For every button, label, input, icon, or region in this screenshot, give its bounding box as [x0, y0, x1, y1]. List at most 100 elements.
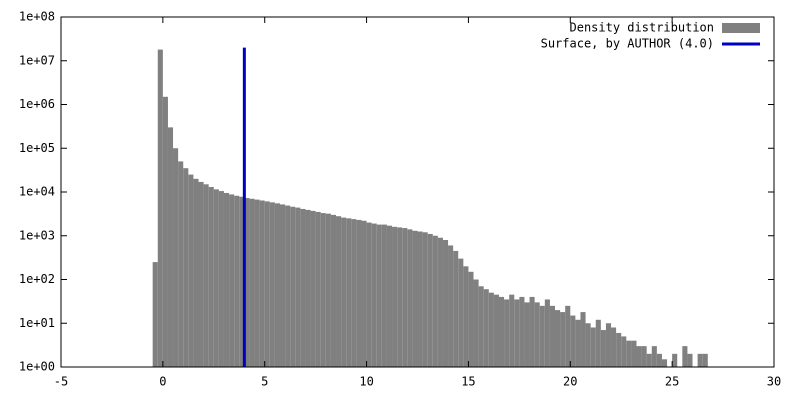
bar	[285, 205, 291, 367]
bar	[198, 181, 204, 367]
bar	[173, 148, 179, 367]
bar	[407, 229, 413, 367]
bar	[300, 208, 306, 367]
bar	[488, 292, 494, 367]
y-tick-label: 1e+02	[19, 272, 55, 286]
bar	[376, 224, 382, 367]
x-tick-label: 20	[563, 375, 577, 389]
bar	[519, 296, 525, 367]
bar	[570, 315, 576, 367]
y-tick-label: 1e+00	[19, 360, 55, 374]
bar	[621, 336, 627, 367]
bar	[473, 279, 479, 367]
bar	[585, 323, 591, 367]
bar	[651, 346, 657, 367]
bar	[641, 346, 647, 367]
bar	[325, 213, 331, 367]
bar	[402, 228, 408, 367]
bar	[330, 214, 337, 367]
bar	[361, 220, 367, 367]
bar	[269, 202, 275, 367]
bar	[157, 49, 163, 368]
bar	[656, 353, 662, 367]
bar	[259, 200, 265, 367]
bar	[616, 332, 622, 367]
bar	[432, 235, 438, 367]
bar	[234, 195, 240, 367]
bar	[626, 340, 632, 367]
x-tick-label: 15	[461, 375, 475, 389]
bar	[575, 319, 581, 367]
bar	[346, 218, 352, 367]
bar	[229, 194, 235, 367]
bar	[646, 353, 652, 367]
bar	[565, 305, 571, 367]
bar	[672, 353, 678, 367]
legend-label: Density distribution	[570, 21, 715, 35]
bar	[239, 196, 245, 367]
bar	[392, 226, 398, 367]
bar	[279, 204, 286, 367]
bar	[427, 233, 433, 367]
bar	[341, 217, 347, 367]
bar	[539, 305, 545, 367]
bar	[442, 239, 449, 367]
bar	[687, 353, 693, 367]
bar	[366, 222, 372, 367]
y-tick-label: 1e+07	[19, 53, 55, 67]
bar	[310, 210, 316, 367]
bar	[595, 319, 601, 367]
bar	[254, 199, 260, 367]
legend-label: Surface, by AUTHOR (4.0)	[541, 37, 714, 51]
x-tick-label: 0	[159, 375, 166, 389]
bar	[504, 299, 510, 367]
bar	[514, 299, 520, 367]
bar	[631, 340, 637, 367]
bar	[264, 201, 270, 367]
bar	[397, 227, 403, 367]
bar	[295, 207, 301, 367]
x-tick-label: 10	[359, 375, 373, 389]
bar	[351, 219, 357, 367]
bar	[223, 192, 230, 367]
bar	[167, 127, 174, 367]
bar	[580, 312, 586, 367]
bar	[274, 203, 280, 367]
bar	[560, 312, 566, 367]
bar	[183, 168, 189, 367]
bar	[188, 174, 194, 367]
x-tick-label: 5	[261, 375, 268, 389]
bar	[605, 323, 612, 367]
bar	[463, 266, 469, 367]
bar	[483, 289, 489, 367]
bar	[509, 294, 515, 367]
bar	[478, 286, 484, 367]
y-tick-label: 1e+03	[19, 228, 55, 242]
x-tick-label: 30	[767, 375, 781, 389]
x-tick-label: 25	[665, 375, 679, 389]
bar	[336, 216, 342, 367]
y-tick-label: 1e+01	[19, 316, 55, 330]
bar	[453, 250, 459, 367]
bar	[458, 258, 464, 367]
bar	[437, 237, 443, 367]
y-tick-label: 1e+05	[19, 141, 55, 155]
bar	[162, 96, 168, 367]
bar	[371, 223, 377, 367]
bar	[493, 294, 499, 367]
bar	[178, 161, 184, 367]
bar	[498, 296, 505, 367]
bar	[315, 211, 321, 367]
bar	[697, 353, 703, 367]
bar	[412, 230, 418, 367]
bar	[208, 187, 214, 367]
bar	[152, 262, 158, 367]
bar	[381, 224, 387, 367]
bar	[290, 206, 296, 367]
bar	[600, 330, 606, 367]
bar	[218, 191, 224, 367]
bar	[249, 198, 255, 367]
bar	[244, 197, 250, 367]
bar	[534, 302, 540, 367]
